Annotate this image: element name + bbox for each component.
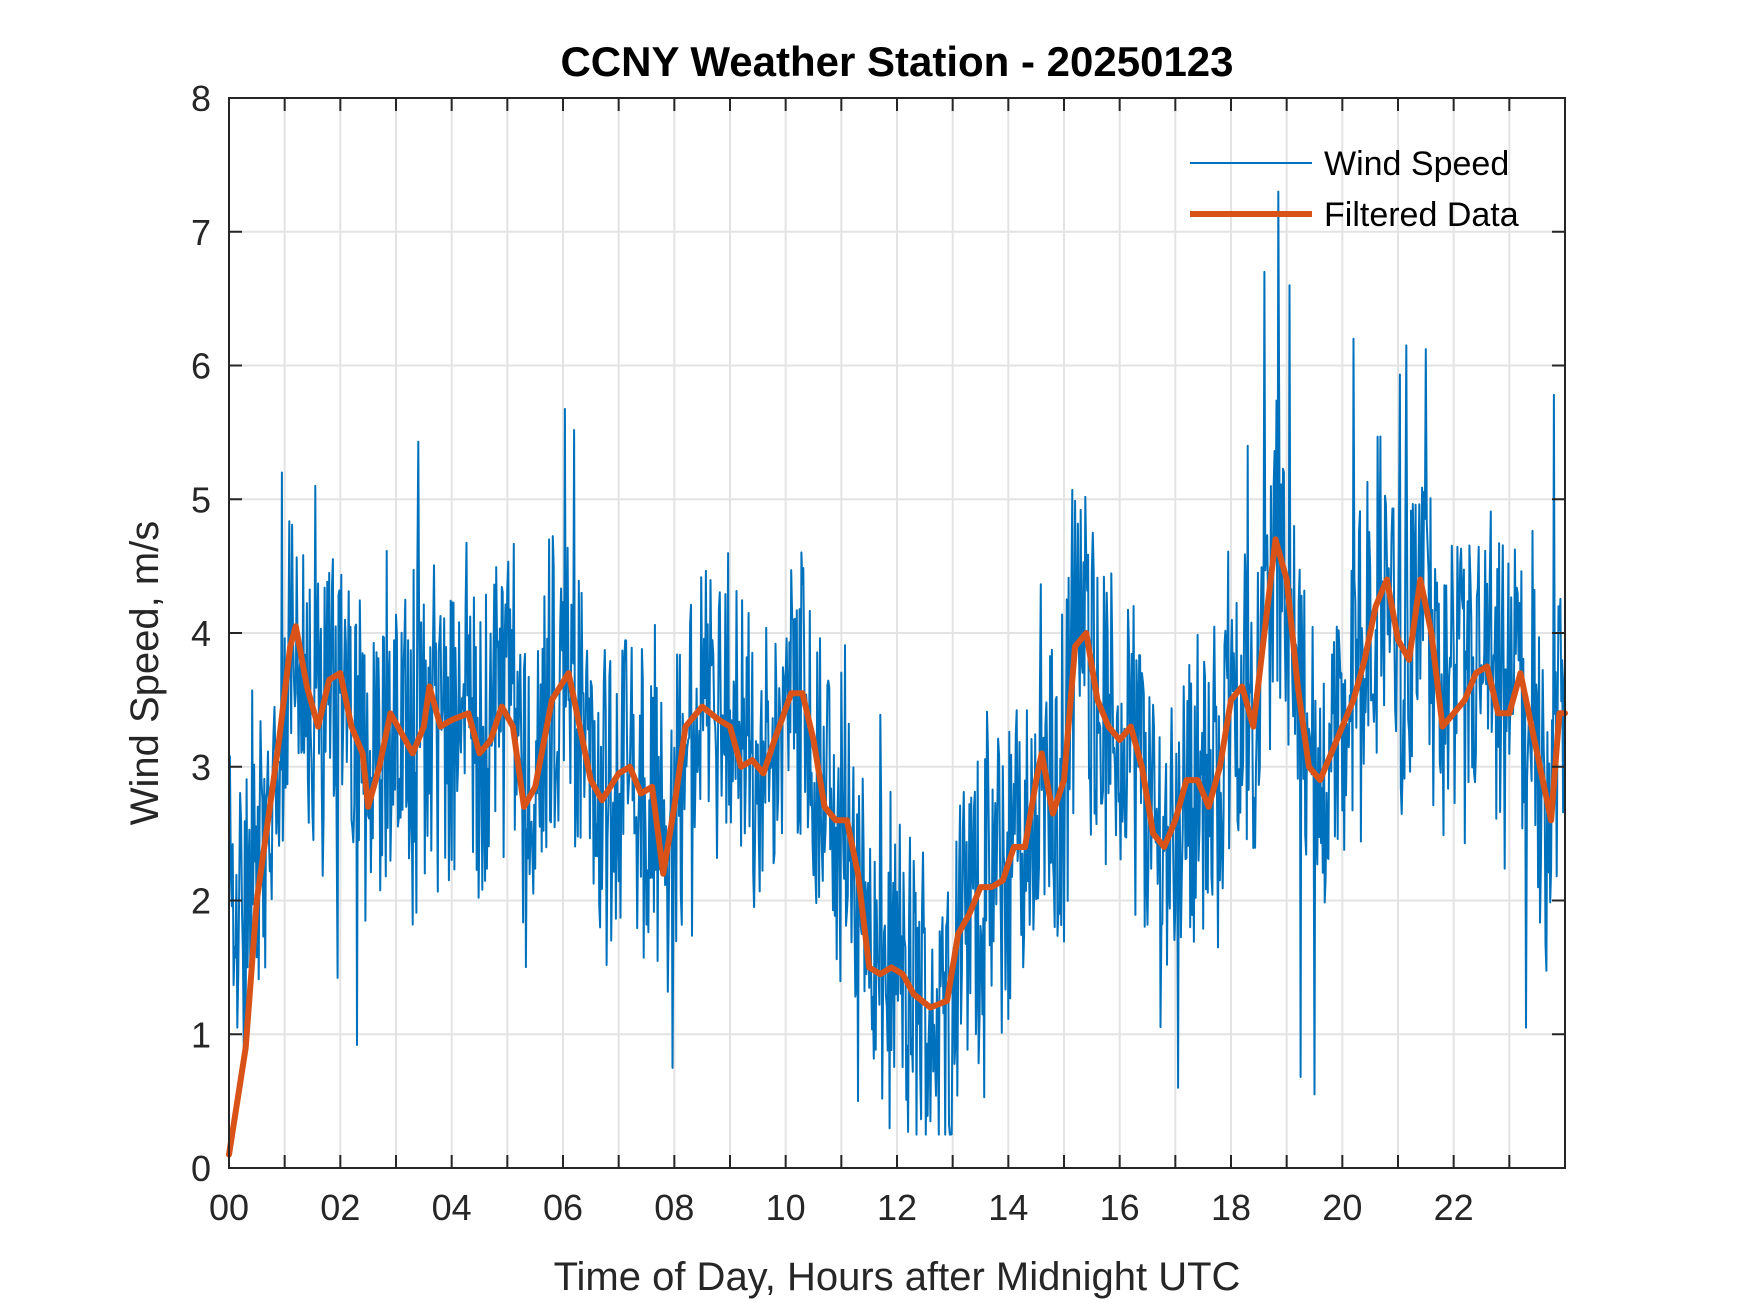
x-tick-label: 18 bbox=[1211, 1187, 1251, 1228]
x-axis-ticks: 00 02 04 06 08 10 12 14 16 18 20 22 bbox=[209, 98, 1511, 1228]
x-axis-label: Time of Day, Hours after Midnight UTC bbox=[554, 1255, 1241, 1299]
y-axis-label: Wind Speed, m/s bbox=[123, 521, 167, 826]
x-tick-label: 00 bbox=[209, 1187, 249, 1228]
series-filtered-data bbox=[226, 536, 1568, 1158]
x-tick-label: 08 bbox=[654, 1187, 694, 1228]
filtered-data-line bbox=[226, 536, 1568, 1158]
y-tick-label: 0 bbox=[191, 1148, 211, 1189]
y-tick-label: 6 bbox=[191, 346, 211, 387]
y-tick-label: 4 bbox=[191, 613, 211, 654]
series-wind-speed bbox=[228, 190, 1566, 1136]
y-tick-label: 5 bbox=[191, 479, 211, 520]
chart-title: CCNY Weather Station - 20250123 bbox=[560, 38, 1233, 85]
legend: Wind Speed Filtered Data bbox=[1190, 145, 1519, 234]
y-tick-label: 7 bbox=[191, 212, 211, 253]
y-tick-label: 2 bbox=[191, 881, 211, 922]
x-tick-label: 02 bbox=[320, 1187, 360, 1228]
legend-label-filtered-data: Filtered Data bbox=[1324, 196, 1519, 234]
y-axis-ticks: 0 1 2 3 4 5 6 7 8 bbox=[191, 78, 1565, 1189]
x-tick-label: 06 bbox=[543, 1187, 583, 1228]
legend-label-wind-speed: Wind Speed bbox=[1324, 145, 1509, 183]
x-tick-label: 12 bbox=[877, 1187, 917, 1228]
x-tick-label: 20 bbox=[1322, 1187, 1362, 1228]
y-tick-label: 1 bbox=[191, 1014, 211, 1055]
y-tick-label: 8 bbox=[191, 78, 211, 119]
wind-speed-line bbox=[228, 190, 1566, 1136]
x-tick-label: 22 bbox=[1434, 1187, 1474, 1228]
x-tick-label: 14 bbox=[988, 1187, 1028, 1228]
x-tick-label: 10 bbox=[766, 1187, 806, 1228]
x-tick-label: 16 bbox=[1100, 1187, 1140, 1228]
y-tick-label: 3 bbox=[191, 747, 211, 788]
x-tick-label: 04 bbox=[432, 1187, 472, 1228]
